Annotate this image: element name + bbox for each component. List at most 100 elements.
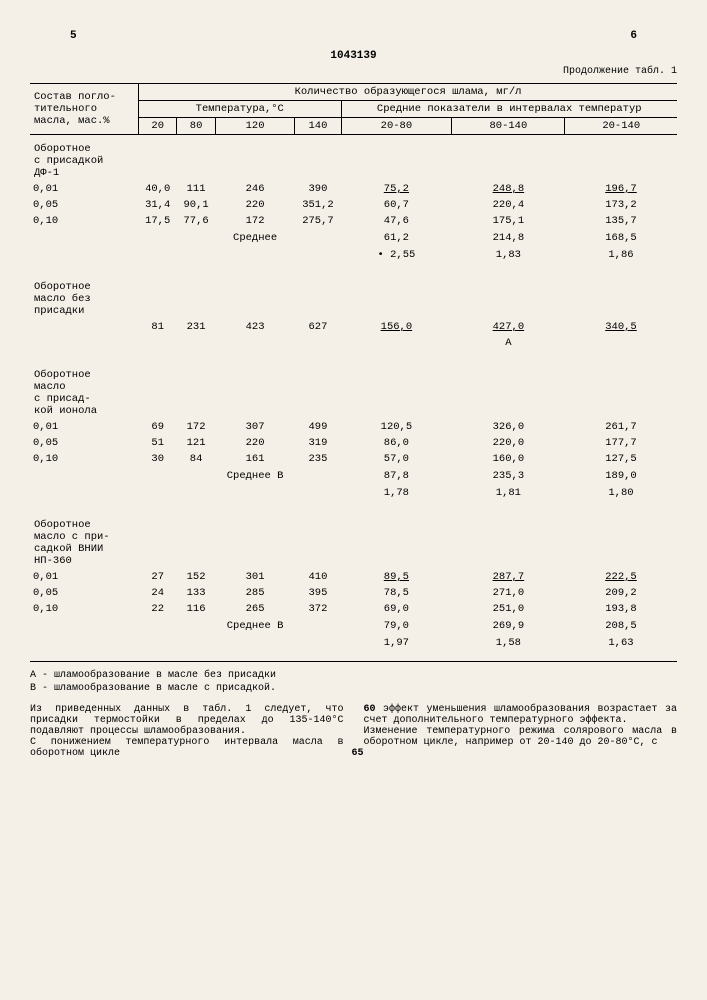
cell: 326,0 <box>452 419 565 435</box>
cell: 1,78 <box>341 484 452 501</box>
hdr-c140: 140 <box>295 118 341 135</box>
cell: 60,7 <box>341 197 452 213</box>
cell: 189,0 <box>565 467 677 484</box>
cell: 423 <box>215 319 295 335</box>
cell <box>30 484 139 501</box>
cell: 0,01 <box>30 569 139 585</box>
cell: 1,80 <box>565 484 677 501</box>
table-row: 0,0140,011124639075,2248,8196,7 <box>30 181 677 197</box>
page-left-num: 5 <box>70 30 77 42</box>
hdr-r3: 20-140 <box>565 118 677 135</box>
cell: 77,6 <box>177 213 215 229</box>
cell <box>30 467 139 484</box>
cell: 0,01 <box>30 419 139 435</box>
cell: 220,0 <box>452 435 565 451</box>
cell <box>139 246 177 263</box>
cell: 27 <box>139 569 177 585</box>
cell <box>30 229 139 246</box>
hdr-c120: 120 <box>215 118 295 135</box>
cell: 351,2 <box>295 197 341 213</box>
cell: 0,10 <box>30 451 139 467</box>
cell: 499 <box>295 419 341 435</box>
cell: Среднее В <box>215 617 295 634</box>
cell: 231 <box>177 319 215 335</box>
cell <box>215 246 295 263</box>
table-row: 0,102211626537269,0251,0193,8 <box>30 601 677 617</box>
footnotes: А - шламообразование в масле без присадк… <box>30 670 677 694</box>
cell: 251,0 <box>452 601 565 617</box>
cell: 220,4 <box>452 197 565 213</box>
cell: 235 <box>295 451 341 467</box>
cell: 57,0 <box>341 451 452 467</box>
cell: 220 <box>215 435 295 451</box>
cell: 214,8 <box>452 229 565 246</box>
cell: 395 <box>295 585 341 601</box>
cell: 173,2 <box>565 197 677 213</box>
footnote-a: А - шламообразование в масле без присадк… <box>30 670 677 681</box>
cell: 222,5 <box>565 569 677 585</box>
cell: 175,1 <box>452 213 565 229</box>
cell: Среднее <box>215 229 295 246</box>
text-right-1: эффект уменьшения шламообразования возра… <box>364 704 678 748</box>
cell <box>139 229 177 246</box>
cell: 269,9 <box>452 617 565 634</box>
cell: 75,2 <box>341 181 452 197</box>
cell: 1,58 <box>452 634 565 651</box>
table-row: 0,0169172307499120,5326,0261,7 <box>30 419 677 435</box>
hdr-composition: Состав погло- тительного масла, мас.% <box>30 84 139 135</box>
cell: 1,83 <box>452 246 565 263</box>
text-right-col: 60 эффект уменьшения шламообразования во… <box>364 704 678 759</box>
table-row: 0,1017,577,6172275,747,6175,1135,7 <box>30 213 677 229</box>
cell: 372 <box>295 601 341 617</box>
cell: 168,5 <box>565 229 677 246</box>
cell <box>215 484 295 501</box>
cell: 89,5 <box>341 569 452 585</box>
cell: 116 <box>177 601 215 617</box>
cell: 30 <box>139 451 177 467</box>
cell: 340,5 <box>565 319 677 335</box>
cell: 427,0 <box>452 319 565 335</box>
cell: 121 <box>177 435 215 451</box>
cell: 69 <box>139 419 177 435</box>
cell: 1,86 <box>565 246 677 263</box>
cell <box>177 246 215 263</box>
cell <box>295 617 341 634</box>
cell: 177,7 <box>565 435 677 451</box>
cell <box>139 467 177 484</box>
cell: 0,05 <box>30 585 139 601</box>
cell: 172 <box>215 213 295 229</box>
cell <box>295 634 341 651</box>
cell: 307 <box>215 419 295 435</box>
cell: 156,0 <box>341 319 452 335</box>
page-right-num: 6 <box>630 30 637 42</box>
cell: 246 <box>215 181 295 197</box>
cell: 220 <box>215 197 295 213</box>
cell: 196,7 <box>565 181 677 197</box>
cell: 81 <box>139 319 177 335</box>
cell <box>177 467 215 484</box>
cell <box>215 634 295 651</box>
cell: 1,63 <box>565 634 677 651</box>
section-label: Оборотное с присадкой ДФ-1 <box>30 135 677 182</box>
cell: 208,5 <box>565 617 677 634</box>
cell: 51 <box>139 435 177 451</box>
table-row: 0,0531,490,1220351,260,7220,4173,2 <box>30 197 677 213</box>
cell: 193,8 <box>565 601 677 617</box>
cell: 87,8 <box>341 467 452 484</box>
cell: 40,0 <box>139 181 177 197</box>
hdr-c80: 80 <box>177 118 215 135</box>
cell <box>177 229 215 246</box>
cell: 111 <box>177 181 215 197</box>
cell: 627 <box>295 319 341 335</box>
average-row: Среднее В87,8235,3189,0 <box>30 467 677 484</box>
cell: 390 <box>295 181 341 197</box>
cell: 0,01 <box>30 181 139 197</box>
cell <box>295 484 341 501</box>
cell: 271,0 <box>452 585 565 601</box>
cell: 265 <box>215 601 295 617</box>
cell: 47,6 <box>341 213 452 229</box>
cell <box>30 634 139 651</box>
hdr-qty: Количество образующегося шлама, мг/л <box>139 84 678 101</box>
cell <box>30 319 139 335</box>
text-left-col: Из приведенных данных в табл. 1 следует,… <box>30 704 344 759</box>
